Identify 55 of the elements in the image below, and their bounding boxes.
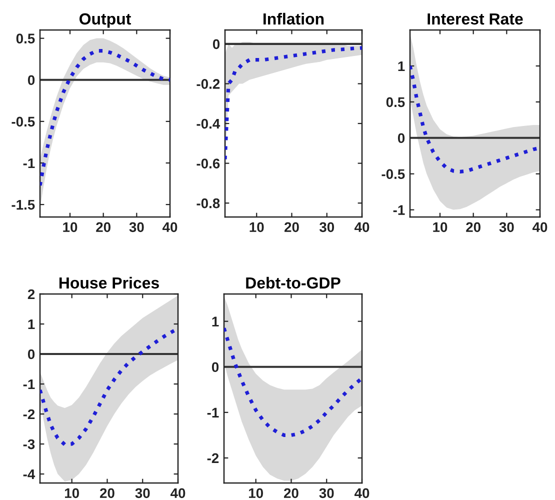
y-tick-label: 1 — [212, 316, 219, 326]
chart-title: Inflation — [264, 12, 324, 25]
y-tick-label: -1 — [207, 408, 219, 418]
y-tick-label: 0 — [28, 349, 35, 360]
x-tick-label: 30 — [129, 222, 144, 232]
y-tick-label: -0.5 — [12, 116, 35, 127]
x-tick-label: 10 — [248, 488, 263, 498]
y-tick-label: 1 — [28, 319, 35, 330]
x-tick-label: 30 — [499, 222, 514, 232]
x-tick-label: 20 — [284, 222, 299, 232]
y-tick-label: -0.4 — [196, 118, 220, 129]
x-tick-label: 10 — [433, 222, 448, 232]
line-series — [224, 326, 362, 437]
y-tick-label: 0 — [212, 39, 220, 50]
y-tick-label: -0.6 — [196, 158, 220, 168]
chart-title: Debt-to-GDP — [246, 276, 340, 289]
y-tick-label: -0.5 — [382, 169, 405, 180]
x-tick-label: 20 — [284, 488, 298, 498]
y-tick-label: -3 — [23, 439, 35, 450]
y-tick-label: -0.2 — [196, 79, 220, 89]
y-tick-label: -1 — [23, 379, 35, 390]
y-tick-label: 0.5 — [16, 34, 35, 44]
y-tick-label: 2 — [28, 289, 35, 300]
chart-title: House Prices — [59, 276, 159, 289]
line-series — [40, 48, 170, 188]
y-tick-label: -2 — [207, 453, 219, 463]
y-tick-label: -0.8 — [196, 198, 220, 208]
y-tick-label: -1 — [393, 205, 405, 215]
y-tick-label: 1 — [398, 61, 405, 71]
x-tick-label: 40 — [170, 488, 186, 498]
chart-title: Output — [79, 13, 131, 28]
x-tick-label: 30 — [135, 488, 150, 498]
x-tick-label: 40 — [532, 222, 548, 232]
x-tick-label: 20 — [96, 222, 110, 232]
x-tick-label: 20 — [466, 222, 480, 232]
x-tick-label: 30 — [319, 222, 334, 232]
x-tick-label: 10 — [63, 222, 78, 232]
y-tick-label: -1 — [23, 158, 35, 168]
x-tick-label: 10 — [64, 488, 79, 498]
x-tick-label: 40 — [354, 222, 370, 232]
line-series — [40, 326, 178, 446]
y-tick-label: 0 — [28, 75, 35, 86]
y-tick-label: -4 — [23, 469, 36, 480]
x-tick-label: 10 — [250, 222, 264, 232]
y-tick-label: 0 — [212, 362, 219, 372]
x-tick-label: 20 — [100, 488, 114, 498]
x-tick-label: 40 — [354, 488, 370, 498]
y-tick-label: 0.5 — [386, 97, 405, 108]
y-tick-label: -1.5 — [12, 200, 35, 210]
line-series — [410, 64, 540, 174]
x-tick-label: 40 — [162, 222, 178, 232]
y-tick-label: -2 — [23, 409, 35, 420]
chart-title: Interest Rate — [428, 13, 523, 25]
x-tick-label: 30 — [319, 488, 334, 498]
y-tick-label: 0 — [398, 133, 405, 144]
